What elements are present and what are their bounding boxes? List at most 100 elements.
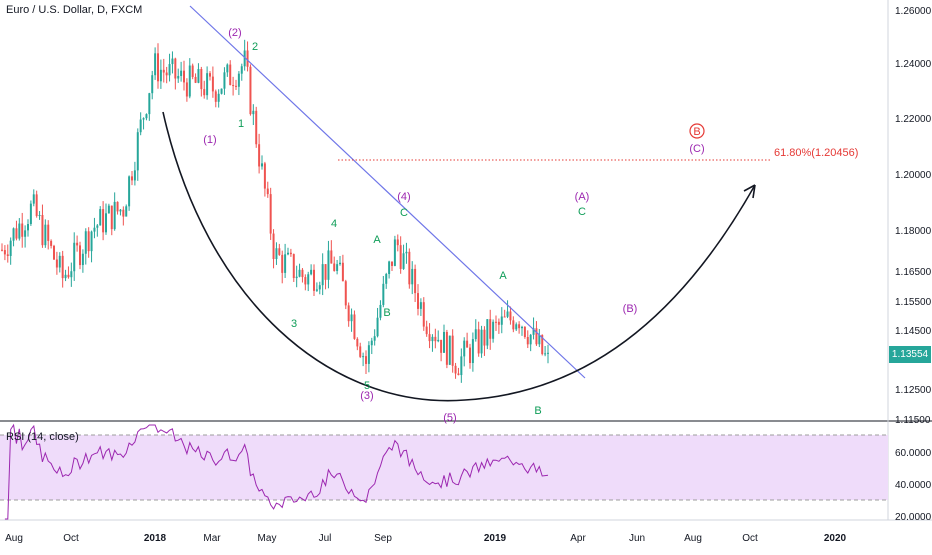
candle-body	[90, 231, 93, 252]
candle-body	[38, 215, 41, 217]
wave-label: 1	[238, 118, 244, 130]
candle-body	[483, 329, 486, 346]
candle-body	[437, 339, 440, 342]
candle-body	[73, 242, 76, 272]
wave-label: 2	[252, 41, 258, 53]
candle-body	[310, 269, 313, 275]
candle-body	[119, 209, 122, 212]
candle-body	[321, 264, 324, 286]
candle-body	[203, 89, 206, 96]
candle-body	[15, 228, 18, 239]
candle-body	[359, 346, 362, 357]
rsi-axis: 60.0000 40.0000 20.0000	[895, 448, 932, 523]
rsi-tick-label: 60.0000	[895, 448, 932, 459]
candle-body	[379, 304, 382, 318]
candle-body	[165, 72, 168, 76]
wave-label: 3	[291, 318, 297, 330]
time-tick-label: Mar	[203, 533, 221, 544]
candle-body	[471, 339, 474, 364]
candle-body	[287, 252, 289, 255]
candle-body	[180, 70, 183, 76]
wave-label: B	[534, 405, 541, 417]
wave-label: 4	[331, 218, 337, 230]
candle-body	[523, 326, 526, 337]
wave-label: (2)	[228, 27, 241, 39]
candle-body	[275, 248, 278, 259]
candle-body	[102, 209, 105, 233]
candle-body	[535, 328, 538, 345]
candle-body	[365, 356, 367, 364]
candle-body	[315, 289, 318, 291]
wave-label: (5)	[443, 412, 456, 424]
candle-body	[396, 239, 399, 246]
candle-body	[64, 274, 67, 279]
projection-curve[interactable]	[162, 111, 756, 402]
candle-body	[214, 91, 217, 102]
candle-body	[249, 66, 252, 115]
candle-body	[281, 254, 284, 273]
candle-body	[497, 321, 500, 325]
candle-body	[252, 110, 255, 115]
candle-body	[113, 201, 116, 230]
candle-body	[350, 314, 353, 322]
candle-body	[232, 85, 235, 87]
trendline[interactable]	[189, 5, 586, 379]
candle-body	[515, 324, 518, 330]
candle-body	[9, 240, 12, 256]
wave-label: (A)	[575, 191, 590, 203]
candle-body	[526, 336, 529, 345]
fib-label: 61.80%(1.20456)	[774, 147, 858, 159]
price-tick-label: 1.11500	[895, 415, 931, 426]
candle-body	[480, 329, 483, 354]
wave-label: (B)	[623, 303, 638, 315]
candle-body	[255, 110, 258, 145]
candle-body	[142, 118, 145, 120]
price-tick-label: 1.26000	[895, 6, 932, 17]
candle-body	[154, 53, 157, 76]
candle-body	[237, 73, 240, 87]
candle-body	[503, 316, 506, 318]
candle-body	[495, 321, 497, 323]
candle-body	[145, 114, 148, 119]
candle-body	[399, 245, 402, 269]
candle-body	[353, 314, 356, 339]
candle-body	[1, 249, 3, 251]
rsi-line	[4, 423, 549, 520]
candle-body	[356, 338, 359, 347]
candle-body	[318, 285, 321, 290]
candle-body	[289, 252, 292, 255]
candle-body	[440, 339, 443, 353]
candle-body	[53, 245, 55, 260]
candle-body	[301, 269, 304, 278]
candle-body	[402, 253, 405, 269]
candle-body	[443, 331, 445, 353]
candle-body	[55, 259, 58, 268]
last-price-badge: 1.13554	[889, 346, 931, 363]
time-tick-label: Jun	[629, 533, 645, 544]
candle-body	[422, 302, 425, 327]
wave-label: C	[400, 207, 408, 219]
candle-body	[12, 228, 15, 241]
candle-body	[188, 65, 191, 97]
candle-body	[382, 283, 385, 305]
time-tick-label: 2019	[484, 533, 507, 544]
candle-body	[220, 88, 223, 94]
time-tick-label: Oct	[742, 533, 758, 544]
candle-body	[341, 262, 344, 282]
candle-body	[229, 64, 232, 86]
candle-body	[538, 335, 541, 345]
candle-body	[532, 328, 535, 335]
candle-body	[41, 215, 44, 246]
candle-body	[324, 264, 327, 280]
candle-body	[133, 170, 136, 181]
candle-body	[431, 336, 434, 342]
candle-body	[304, 277, 307, 285]
candle-body	[339, 262, 341, 265]
candle-body	[391, 261, 393, 266]
candle-body	[292, 254, 295, 279]
wave-label: (1)	[203, 134, 216, 146]
candle-body	[376, 317, 379, 337]
candle-body	[206, 73, 209, 96]
